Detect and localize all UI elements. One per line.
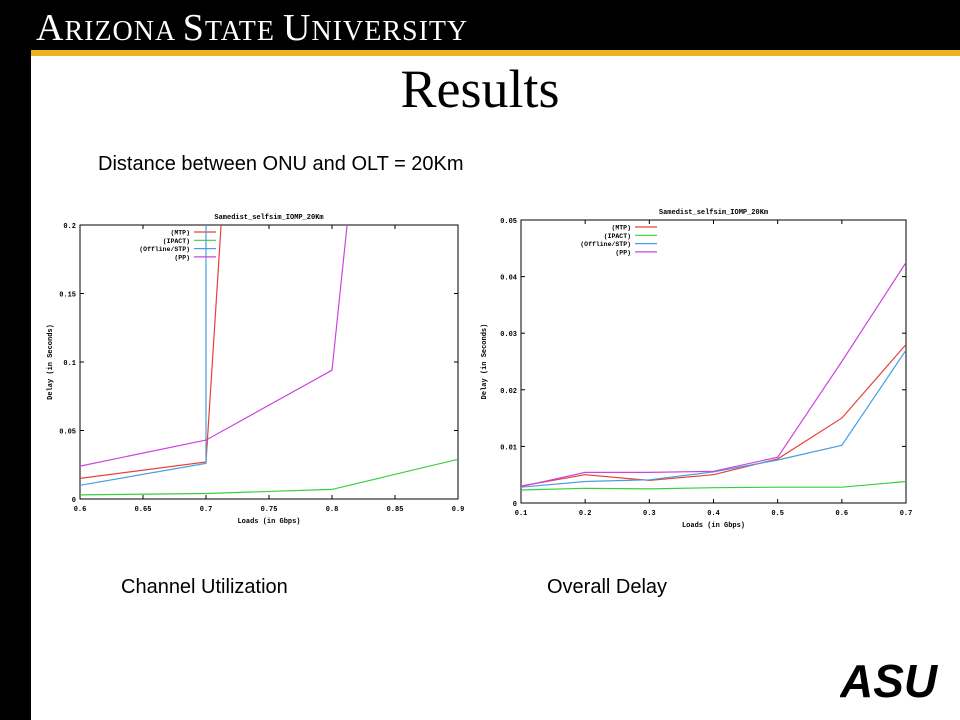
univ-name-part: U: [283, 7, 312, 49]
y-tick-label: 0: [72, 497, 76, 505]
y-tick-label: 0.05: [500, 218, 517, 226]
univ-name-part: NIVERSITY: [311, 16, 469, 47]
chart-title: Samedist_selfsim_IOMP_20Km: [659, 209, 768, 217]
legend-label: (IPACT): [163, 238, 190, 245]
chart-title: Samedist_selfsim_IOMP_20Km: [214, 214, 323, 222]
overall-delay-chart: Samedist_selfsim_IOMP_20Km 0.1 0.2 0.3 0.4 0.…: [481, 209, 913, 530]
y-tick-label: 0.05: [59, 429, 76, 437]
legend-label: (Offline/STP): [580, 241, 631, 248]
series-line: [80, 225, 348, 467]
x-tick-label: 0.6: [74, 506, 87, 514]
plot-frame: [79, 224, 459, 500]
x-axis-label: Loads (in Gbps): [237, 518, 300, 526]
x-tick-label: 0.7: [200, 506, 213, 514]
x-tick-label: 0.65: [135, 506, 152, 514]
y-tick-label: 0.2: [63, 223, 76, 231]
series-line: [80, 225, 207, 486]
channel-utilization-chart: Samedist_selfsim_IOMP_20Km 0.6 0.65 0.7 0.75…: [47, 214, 465, 526]
univ-name-part: TATE: [204, 16, 284, 47]
y-tick-label: 0.1: [63, 360, 76, 368]
x-tick-label: 0.9: [452, 506, 465, 514]
left-black-bar: [0, 0, 31, 720]
legend-label: (IPACT): [604, 233, 631, 240]
caption-overall-delay: Overall Delay: [547, 576, 668, 598]
series-line: [521, 344, 906, 487]
y-tick-label: 0.15: [59, 292, 76, 300]
series-line: [521, 349, 906, 488]
x-tick-label: 0.2: [579, 510, 592, 518]
y-tick-label: 0.02: [500, 388, 517, 396]
x-tick-label: 0.7: [900, 510, 913, 518]
slide-title: Results: [400, 59, 560, 119]
x-axis-label: Loads (in Gbps): [682, 522, 745, 530]
univ-name-part: RIZONA: [64, 16, 183, 47]
y-axis-label: Delay (in Seconds): [481, 324, 489, 400]
y-tick-label: 0.01: [500, 444, 517, 452]
asu-logo: ASU: [840, 657, 939, 702]
x-tick-label: 0.75: [261, 506, 278, 514]
x-tick-label: 0.1: [515, 510, 528, 518]
x-tick-label: 0.3: [643, 510, 656, 518]
x-tick-label: 0.5: [771, 510, 784, 518]
legend-label: (PP): [615, 249, 631, 256]
y-axis-label: Delay (in Seconds): [47, 324, 55, 400]
legend-label: (MTP): [611, 225, 631, 232]
legend-label: (Offline/STP): [139, 246, 190, 253]
y-tick-label: 0: [513, 501, 517, 509]
series-line: [521, 262, 906, 488]
university-name: ARIZONA STATE UNIVERSITY: [36, 8, 468, 48]
header-bar: [0, 0, 960, 50]
plot-frame: [520, 219, 907, 504]
legend-label: (MTP): [170, 230, 190, 237]
caption-channel-utilization: Channel Utilization: [121, 576, 288, 598]
x-tick-label: 0.6: [836, 510, 849, 518]
series-line: [521, 480, 906, 491]
x-tick-label: 0.8: [326, 506, 339, 514]
series-line: [80, 225, 222, 479]
series-line: [80, 458, 458, 496]
y-tick-label: 0.03: [500, 331, 517, 339]
x-tick-label: 0.85: [387, 506, 404, 514]
header-accent-line: [31, 50, 960, 56]
y-tick-label: 0.04: [500, 275, 517, 283]
legend-label: (PP): [174, 254, 190, 261]
univ-name-part: A: [36, 7, 65, 49]
univ-name-part: S: [182, 7, 205, 49]
slide-subtitle: Distance between ONU and OLT = 20Km: [98, 153, 464, 175]
asu-logo-text: ASU: [840, 657, 939, 702]
x-tick-label: 0.4: [707, 510, 720, 518]
